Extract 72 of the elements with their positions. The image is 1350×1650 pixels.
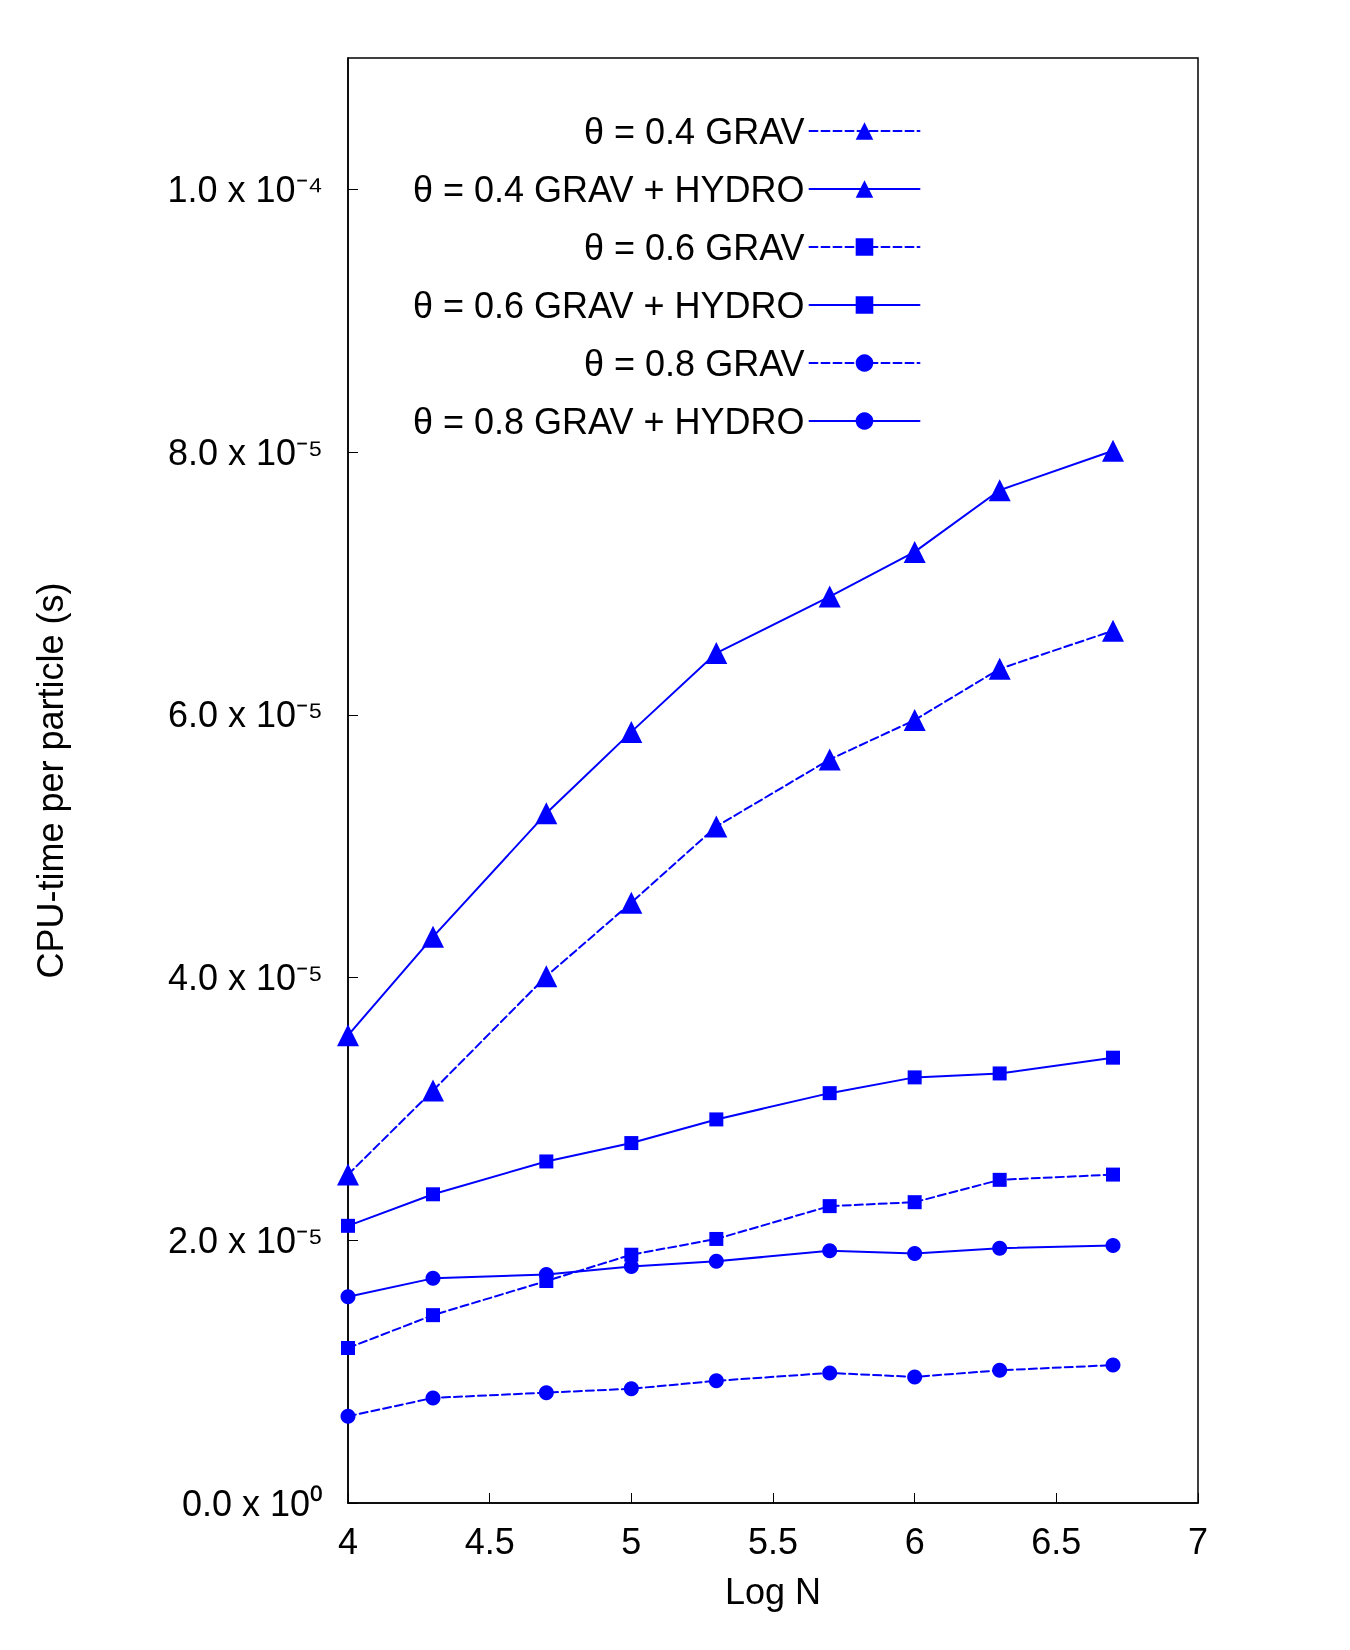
y-tick-label: 8.0 x 10⁻⁵ <box>167 431 323 473</box>
point <box>340 1289 356 1305</box>
point <box>422 925 444 948</box>
point <box>907 1369 923 1385</box>
point <box>1105 1238 1121 1254</box>
point <box>341 1218 355 1233</box>
point <box>422 1079 444 1102</box>
y-tick-label: 1.0 x 10⁻⁴ <box>167 168 323 210</box>
y-tick-label: 4.0 x 10⁻⁵ <box>167 957 323 999</box>
point <box>425 1270 441 1286</box>
point <box>992 1066 1007 1081</box>
point <box>538 1385 554 1401</box>
y-tick-label: 0.0 x 10⁰ <box>181 1482 323 1524</box>
x-tick-label: 5 <box>621 1520 642 1562</box>
point <box>535 802 558 825</box>
point <box>988 479 1011 502</box>
legend-label: θ = 0.6 GRAV + HYDRO <box>413 284 805 326</box>
point <box>426 1308 440 1323</box>
point <box>337 1024 359 1047</box>
y-tick-label: 2.0 x 10⁻⁵ <box>167 1219 323 1261</box>
point <box>709 1231 724 1246</box>
point <box>822 1243 838 1259</box>
point <box>988 657 1011 680</box>
point <box>1102 439 1124 462</box>
point <box>1102 619 1124 642</box>
point <box>623 1259 639 1275</box>
point <box>818 748 841 771</box>
point <box>818 585 841 608</box>
point <box>822 1365 838 1381</box>
point <box>907 1245 923 1261</box>
point <box>337 1163 359 1186</box>
point <box>340 1408 356 1424</box>
x-tick-label: 5.5 <box>747 1520 799 1562</box>
point <box>623 1381 639 1397</box>
point <box>709 1112 724 1127</box>
point <box>539 1154 554 1169</box>
point <box>341 1340 355 1355</box>
point <box>535 965 558 988</box>
point <box>992 1172 1007 1187</box>
y-axis-title: CPU-time per particle (s) <box>29 582 71 979</box>
legend-label: θ = 0.8 GRAV + HYDRO <box>413 400 805 442</box>
point <box>1106 1167 1120 1182</box>
point <box>624 1136 639 1151</box>
x-tick-label: 6 <box>904 1520 925 1562</box>
x-tick-label: 6.5 <box>1031 1520 1082 1562</box>
legend-label: θ = 0.8 GRAV <box>584 342 805 384</box>
x-tick-label: 4.5 <box>464 1520 515 1562</box>
point <box>992 1362 1008 1378</box>
point <box>708 1373 724 1389</box>
x-tick-label: 7 <box>1187 1520 1209 1562</box>
point <box>708 1253 724 1269</box>
point <box>822 1199 837 1214</box>
x-tick-label: 4 <box>337 1520 359 1562</box>
point <box>907 1070 922 1085</box>
point <box>1105 1357 1121 1373</box>
point <box>705 642 728 665</box>
point <box>426 1187 440 1202</box>
point <box>992 1240 1008 1256</box>
point <box>425 1390 441 1406</box>
point <box>620 720 643 743</box>
point <box>705 815 728 838</box>
legend-label: θ = 0.6 GRAV <box>584 226 805 268</box>
point <box>620 891 643 914</box>
legend-label: θ = 0.4 GRAV + HYDRO <box>413 168 805 210</box>
legend-label: θ = 0.4 GRAV <box>584 110 805 152</box>
point <box>903 709 926 732</box>
x-axis-title: Log N <box>724 1570 822 1612</box>
point <box>1106 1050 1120 1065</box>
point <box>907 1195 922 1210</box>
point <box>822 1086 837 1101</box>
y-tick-label: 6.0 x 10⁻⁵ <box>167 694 323 736</box>
point <box>903 540 926 563</box>
